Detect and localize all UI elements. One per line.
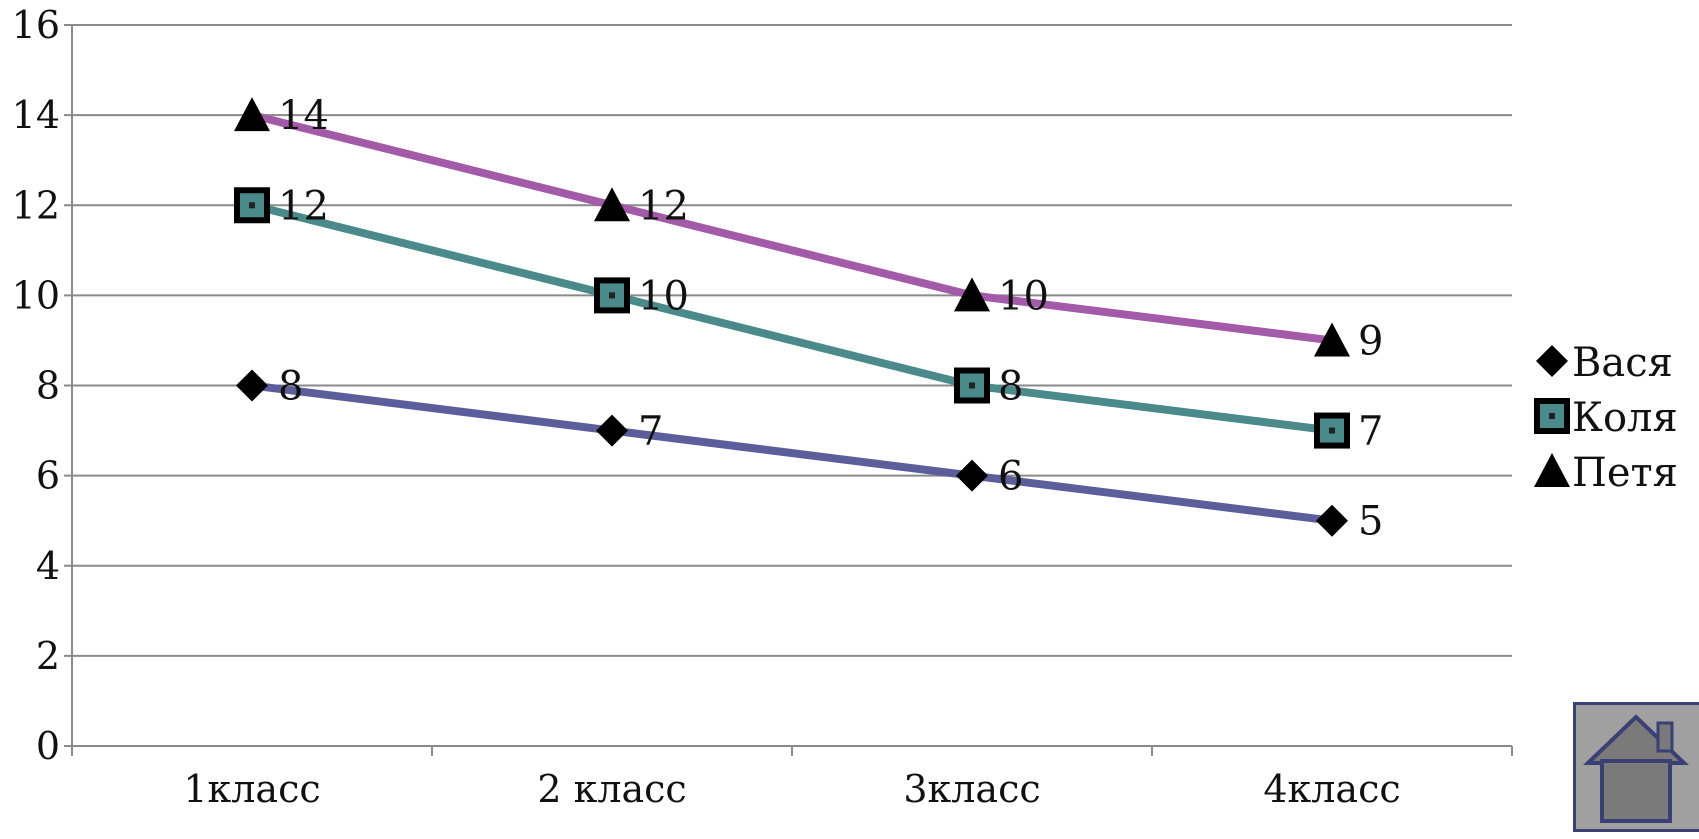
data-label: 12 (638, 183, 689, 229)
marker-square-center (249, 202, 255, 209)
legend-entry: Петя (1572, 450, 1678, 496)
data-label: 8 (998, 364, 1023, 410)
marker-triangle (1534, 453, 1570, 487)
marker-square-center (969, 382, 975, 389)
y-tick-label: 2 (36, 634, 60, 678)
marker-triangle (954, 277, 990, 312)
x-tick-label: 4класс (1263, 767, 1400, 811)
marker-square (594, 277, 630, 314)
data-label: 10 (998, 273, 1049, 319)
x-tick-label: 1класс (183, 767, 320, 811)
y-tick-label: 10 (12, 273, 60, 317)
x-tick-label: 3класс (903, 767, 1040, 811)
data-label: 10 (638, 273, 689, 319)
y-tick-label: 12 (12, 183, 60, 227)
marker-diamond (956, 459, 988, 492)
series-line-1 (248, 381, 1336, 525)
marker-diamond (596, 414, 628, 447)
legend: Вася Коля Петя (1534, 340, 1678, 496)
home-button[interactable] (1573, 702, 1699, 832)
marker-square-center (609, 292, 615, 299)
marker-square-center (1329, 427, 1335, 434)
marker-triangle (234, 97, 270, 132)
marker-diamond (236, 369, 268, 402)
y-tick-label: 16 (12, 3, 60, 47)
gridlines (72, 24, 1512, 747)
series-markers (234, 97, 1350, 537)
y-axis-ticks: 0 2 4 6 8 10 12 14 16 (12, 3, 60, 768)
y-tick-label: 6 (36, 454, 60, 498)
data-label: 8 (278, 364, 303, 410)
home-icon (1583, 714, 1689, 823)
legend-entry: Коля (1572, 395, 1678, 441)
marker-triangle (594, 187, 630, 222)
data-label: 7 (638, 409, 663, 455)
y-tick-label: 0 (36, 724, 60, 768)
series-lines (248, 111, 1336, 525)
axes (64, 24, 1513, 756)
data-label: 12 (278, 183, 329, 229)
y-tick-label: 4 (36, 544, 60, 588)
data-label: 9 (1358, 318, 1383, 364)
series-line-3 (248, 111, 1336, 345)
data-label: 6 (998, 454, 1023, 500)
data-labels: 8 7 6 5 12 10 8 7 14 12 10 9 (278, 93, 1383, 545)
x-tick-label: 2 класс (537, 767, 686, 811)
marker-triangle (1314, 322, 1350, 357)
legend-entry: Вася (1572, 340, 1673, 386)
y-tick-label: 8 (36, 364, 60, 408)
data-label: 5 (1358, 499, 1383, 545)
x-axis-ticks: 1класс 2 класс 3класс 4класс (183, 767, 1400, 811)
marker-diamond (1316, 504, 1348, 537)
y-tick-label: 14 (12, 93, 60, 137)
marker-diamond (1536, 345, 1568, 377)
marker-square (954, 367, 990, 404)
marker-square-center (1549, 413, 1555, 419)
data-label: 7 (1358, 409, 1383, 455)
marker-square (1314, 412, 1350, 449)
data-label: 14 (278, 93, 329, 139)
series-line-2 (248, 201, 1336, 435)
